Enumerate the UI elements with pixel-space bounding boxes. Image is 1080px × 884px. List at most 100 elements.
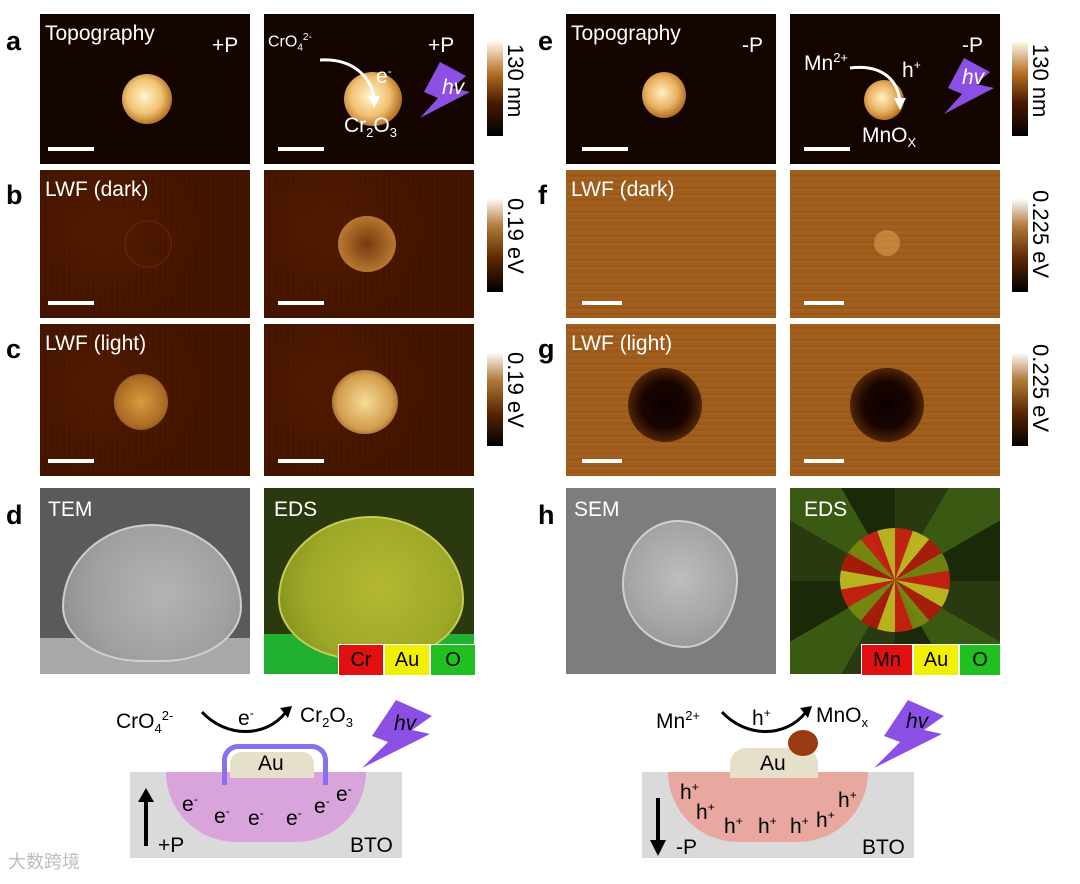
particle-glow (114, 374, 168, 430)
colorbar-label: 0.19 eV (503, 198, 528, 274)
manganese-ion-label: Mn2+ (656, 708, 701, 733)
hole-label: h+ (902, 58, 921, 82)
scale-bar (582, 301, 622, 305)
manganese-oxide-label: MnOX (862, 124, 917, 151)
hole-depletion-region (668, 772, 868, 842)
hole-label: h+ (752, 706, 771, 730)
sem-label: SEM (574, 498, 620, 521)
scale-bar (804, 459, 844, 463)
electron-depletion-region (166, 772, 366, 842)
reaction-arrow-left (200, 706, 292, 733)
colorbar-label: 0.19 eV (503, 352, 528, 428)
electron-2: e- (214, 804, 230, 828)
colorbar-label: 0.225 eV (1028, 190, 1053, 279)
panel-letter-f: f (538, 180, 547, 210)
colorbar-afm (1012, 42, 1028, 136)
polarization-label: -P (962, 34, 983, 57)
hole-3: h+ (724, 814, 743, 838)
topography-label: Topography (571, 22, 681, 45)
particle-glow (332, 370, 398, 434)
lwf-light-image-c2 (264, 324, 474, 476)
hole-2: h+ (696, 800, 715, 824)
scale-bar (48, 147, 94, 151)
lwf-light-image-g1: LWF (light) (566, 324, 776, 476)
topography-image-e1: Topography -P (566, 14, 776, 164)
lwf-dark-image-b2 (264, 170, 474, 318)
colorbar-lwf (487, 198, 503, 292)
lwf-dark-image-f1: LWF (dark) (566, 170, 776, 318)
electron-5: e- (314, 794, 330, 818)
panel-letter-a: a (6, 26, 22, 56)
legend-o: O (430, 644, 476, 676)
scale-bar (278, 459, 324, 463)
lightning-icon (420, 62, 470, 118)
topography-image-a1: Topography +P (40, 14, 250, 164)
panel-letter-e: e (538, 26, 554, 56)
legend-o: O (959, 644, 1001, 676)
cr2o3-label: Cr2O3 (300, 704, 353, 731)
electron-6: e- (336, 782, 352, 806)
tem-label: TEM (48, 498, 93, 521)
polarization-label: -P (742, 34, 763, 57)
nanoparticle-blob (642, 72, 686, 118)
chromium-oxide-label: Cr2O3 (344, 114, 397, 141)
legend-au: Au (384, 644, 430, 676)
dark-spot (850, 368, 924, 442)
chromate-label: CrO42- (268, 32, 312, 54)
reaction-arrow-right (720, 706, 812, 733)
colorbar-lwf (1012, 198, 1028, 292)
mnox-particle (788, 730, 818, 756)
particle-map (840, 528, 950, 632)
tem-image: TEM (40, 488, 250, 674)
lwf-light-label: LWF (light) (571, 332, 673, 355)
particle-spot (874, 230, 900, 256)
particle (278, 516, 464, 660)
mnox-label: MnOx (816, 704, 869, 731)
sem-image: SEM (566, 488, 776, 674)
panel-letter-d: d (6, 500, 23, 530)
electron-4: e- (286, 806, 302, 830)
colorbar-afm (487, 42, 503, 136)
panel-letter-g: g (538, 334, 555, 364)
lwf-dark-label: LWF (dark) (571, 178, 675, 201)
hv-label: hv (962, 66, 985, 89)
scale-bar (278, 147, 324, 151)
lwf-light-label: LWF (light) (45, 332, 147, 355)
panel-letter-c: c (6, 334, 22, 364)
scale-bar (804, 301, 844, 305)
scale-bar (48, 301, 94, 305)
dark-spot (628, 368, 702, 442)
polarization-down-arrow (650, 798, 666, 856)
lightning-icon (874, 700, 944, 768)
electron-label: e- (238, 706, 254, 730)
electron-3: e- (248, 806, 264, 830)
eds-label: EDS (804, 498, 848, 521)
lwf-light-image-c1: LWF (light) (40, 324, 250, 476)
bto-label: BTO (862, 836, 905, 859)
colorbar-label: 130 nm (503, 44, 528, 118)
particle (622, 520, 738, 648)
manganese-ion-label: Mn2+ (804, 50, 849, 75)
colorbar-label: 0.225 eV (1028, 344, 1053, 433)
lwf-dark-label: LWF (dark) (45, 178, 149, 201)
chromium-oxide-shell (222, 744, 328, 785)
chromate-label: CrO42- (116, 708, 174, 737)
topography-image-e2: Mn2+ h+ -P hv MnOX (790, 14, 1000, 164)
polarization-label: +P (212, 34, 239, 57)
colorbar-lwf (487, 352, 503, 446)
polarization-label: -P (676, 836, 697, 859)
hv-label: hv (442, 76, 465, 99)
hv-label: hv (906, 710, 929, 733)
lwf-light-image-g2 (790, 324, 1000, 476)
au-label: Au (760, 752, 786, 775)
scale-bar (582, 459, 622, 463)
legend-cr: Cr (338, 644, 384, 676)
scale-bar (804, 147, 850, 151)
electron-1: e- (182, 792, 198, 816)
colorbar-label: 130 nm (1028, 44, 1053, 118)
bto-label: BTO (350, 834, 393, 857)
lwf-dark-image-b1: LWF (dark) (40, 170, 250, 318)
particle-glow (338, 216, 396, 272)
particle (62, 524, 242, 662)
watermark: 大数跨境 (8, 852, 80, 872)
